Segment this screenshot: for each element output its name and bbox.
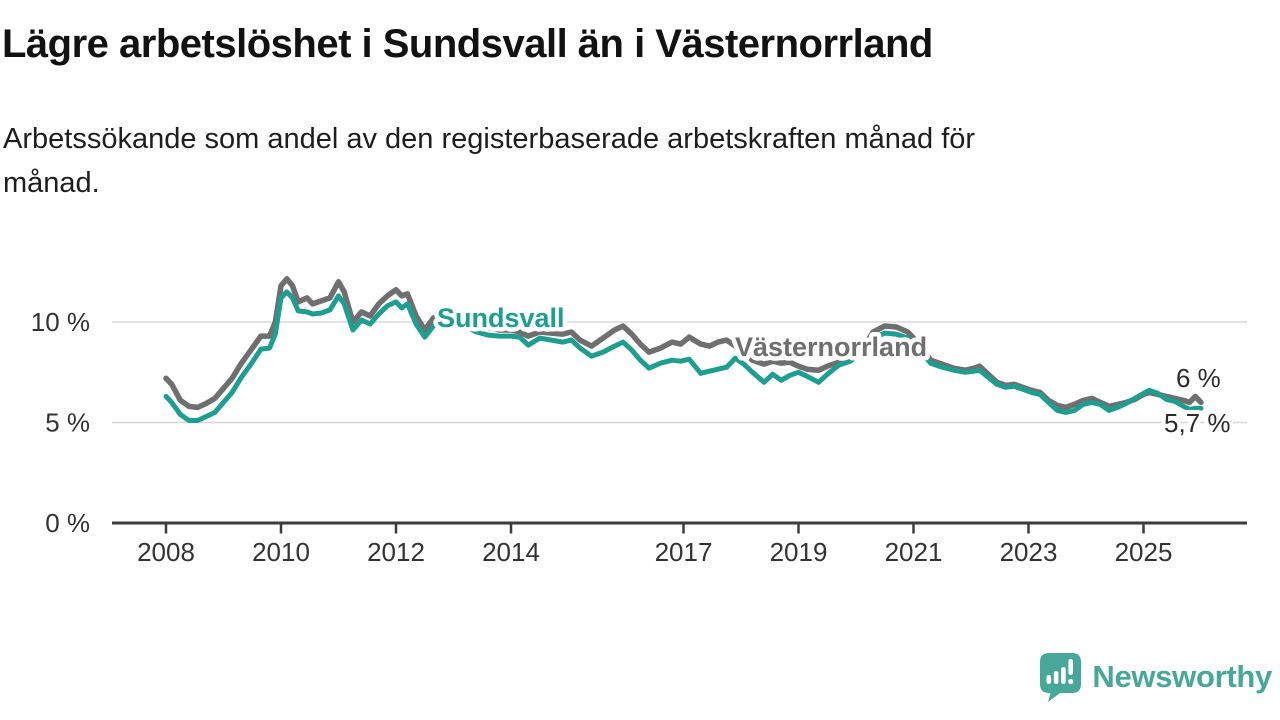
vsternorrland-line: [163, 276, 1204, 411]
x-tick-label: 2008: [137, 537, 195, 567]
subtitle-line-1: Arbetssökande som andel av den registerb…: [3, 123, 976, 155]
x-tick-label: 2010: [252, 537, 310, 567]
newsworthy-logo: Newsworthy: [1038, 652, 1272, 702]
series-label-sundsvall: Sundsvall: [437, 303, 565, 333]
series-label-vasternorrland: Västernorrland: [735, 332, 927, 362]
chart-title: Lägre arbetslöshet i Sundsvall än i Väst…: [2, 22, 933, 66]
sundsvall-line: [163, 289, 1204, 423]
x-tick-label: 2019: [770, 537, 828, 567]
x-tick-label: 2025: [1115, 537, 1173, 567]
x-tick-label: 2023: [1000, 537, 1058, 567]
y-tick-label: 10 %: [31, 307, 90, 337]
end-value-label-vasternorrland: 6 %: [1176, 363, 1221, 393]
y-tick-label: 5 %: [45, 408, 90, 438]
x-tick-label: 2014: [482, 537, 540, 567]
newsworthy-wordmark: Newsworthy: [1092, 659, 1272, 694]
chart-subtitle: Arbetssökande som andel av den registerb…: [3, 118, 975, 205]
x-tick-label: 2021: [885, 537, 943, 567]
y-tick-label: 0 %: [45, 508, 90, 538]
x-tick-label: 2012: [367, 537, 425, 567]
end-value-label-sundsvall: 5,7 %: [1164, 408, 1231, 438]
newsworthy-bubble-chart-icon: [1040, 653, 1082, 702]
subtitle-line-2: månad.: [3, 166, 100, 199]
x-tick-label: 2017: [655, 537, 713, 567]
